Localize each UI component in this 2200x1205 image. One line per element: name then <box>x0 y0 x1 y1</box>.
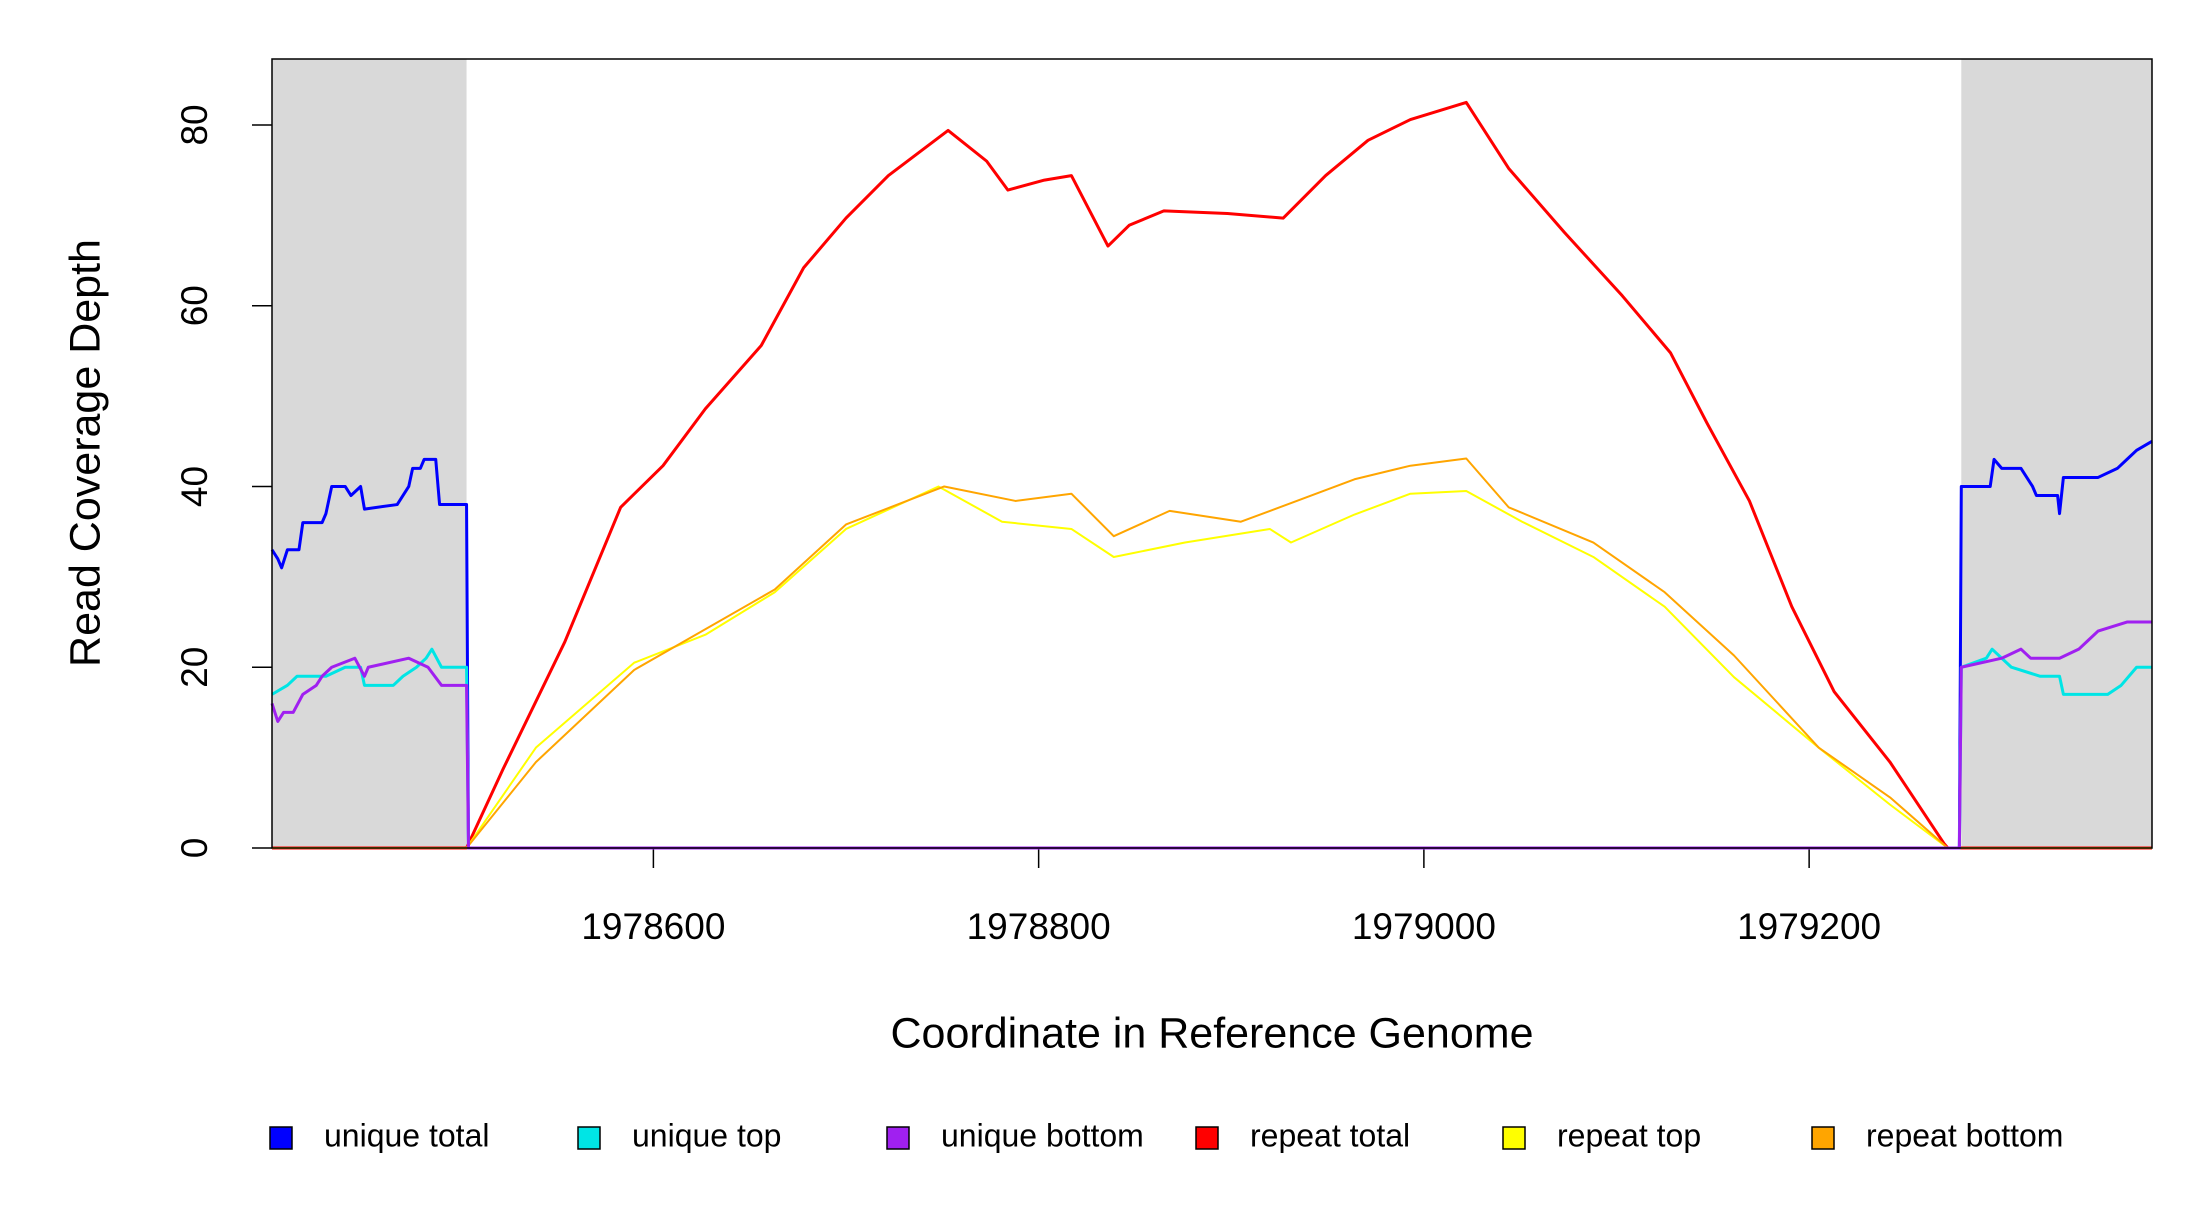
legend-swatch <box>577 1126 601 1150</box>
plot-frame <box>271 58 2153 849</box>
legend-label: unique total <box>324 1117 489 1153</box>
y-tick-label: 0 <box>174 838 215 859</box>
series-line <box>272 100 2152 850</box>
legend-label: repeat total <box>1250 1117 1410 1153</box>
series-line <box>270 620 2152 850</box>
legend-label: unique top <box>632 1117 781 1153</box>
legend-swatch <box>1811 1126 1835 1150</box>
legend-swatch <box>269 1126 293 1150</box>
y-tick-label: 20 <box>174 647 215 688</box>
legend-swatch <box>1502 1126 1526 1150</box>
series-line <box>271 647 2152 850</box>
x-tick-label: 1978600 <box>581 906 725 947</box>
legend-label: unique bottom <box>941 1117 1144 1153</box>
shaded-region <box>1961 59 2152 848</box>
series-line <box>272 457 2152 849</box>
legend-swatch <box>886 1126 910 1150</box>
x-tick-label: 1978800 <box>967 906 1111 947</box>
y-tick-label: 80 <box>174 104 215 145</box>
y-tick-label: 40 <box>174 466 215 507</box>
legend-swatch <box>1195 1126 1219 1150</box>
legend-label: repeat bottom <box>1866 1117 2063 1153</box>
shaded-region <box>272 59 467 848</box>
series-line <box>272 485 2152 849</box>
series-line <box>270 440 2153 850</box>
x-axis-label: Coordinate in Reference Genome <box>891 1009 1534 1057</box>
x-tick-label: 1979000 <box>1352 906 1496 947</box>
x-tick-label: 1979200 <box>1737 906 1881 947</box>
y-tick-label: 60 <box>174 285 215 326</box>
legend-label: repeat top <box>1557 1117 1701 1153</box>
y-axis-label: Read Coverage Depth <box>61 239 109 667</box>
